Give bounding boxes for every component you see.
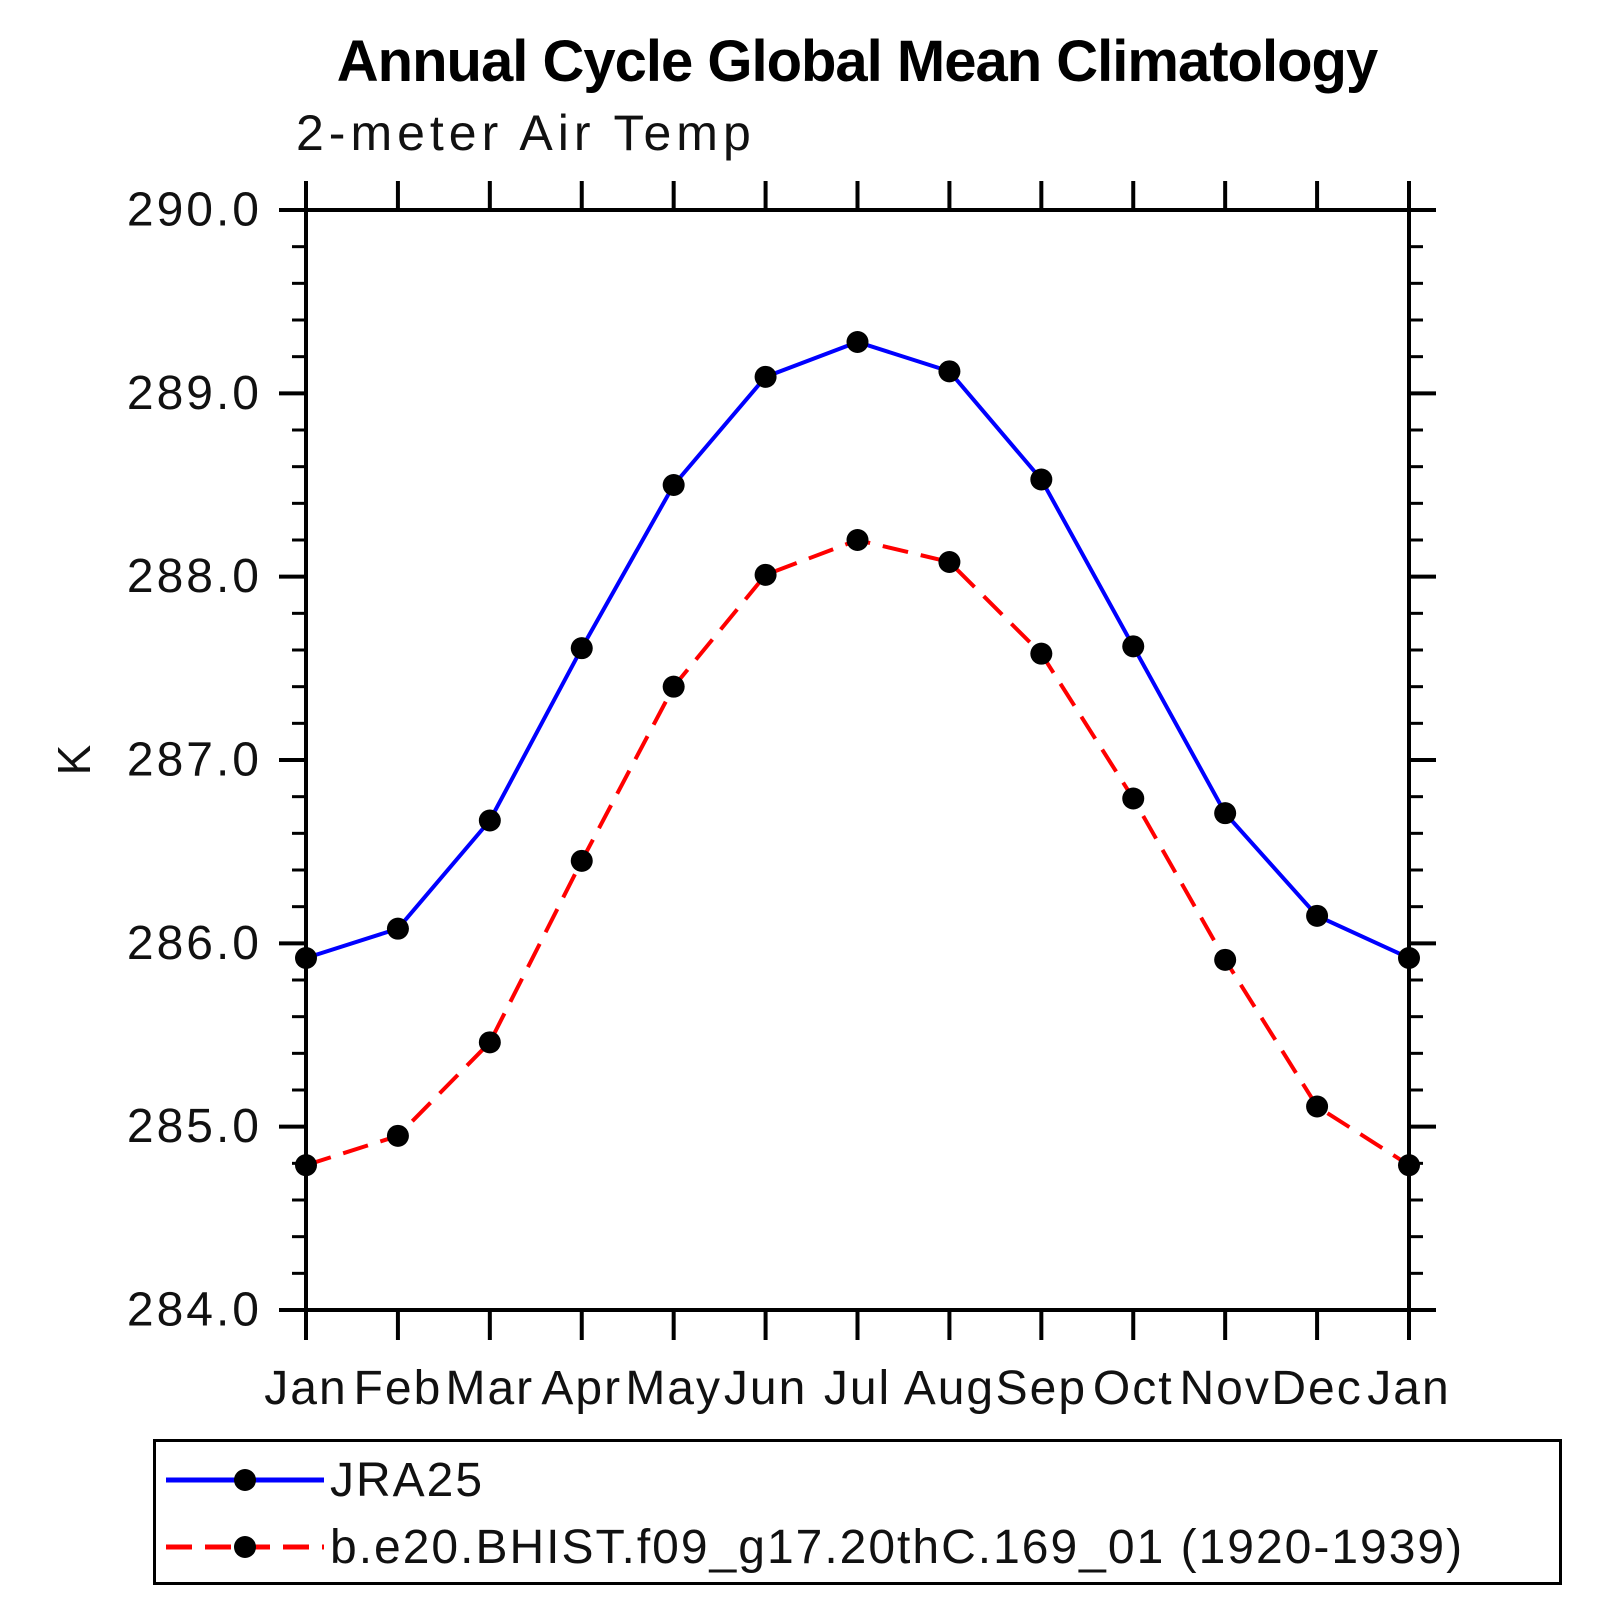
data-point-jra25 bbox=[1398, 947, 1420, 969]
data-point-model bbox=[1030, 642, 1053, 665]
data-point-jra25 bbox=[938, 360, 961, 383]
data-point-model bbox=[754, 563, 777, 586]
data-point-model bbox=[478, 1031, 501, 1054]
y-tick-label: 284.0 bbox=[127, 1284, 262, 1337]
x-tick-label: Jun bbox=[724, 1362, 807, 1415]
x-tick-label: Apr bbox=[541, 1362, 622, 1415]
series-line-model bbox=[305, 537, 1411, 1168]
data-point-model bbox=[386, 1124, 409, 1147]
legend-line-dashed-icon bbox=[166, 1536, 324, 1558]
x-tick-label: Dec bbox=[1271, 1362, 1362, 1415]
x-tick-label: Aug bbox=[904, 1362, 995, 1415]
x-tick-label: Jan bbox=[1367, 1362, 1450, 1415]
data-point-jra25 bbox=[295, 947, 317, 969]
x-tick-label: Jan bbox=[264, 1362, 347, 1415]
data-point-jra25 bbox=[662, 474, 685, 496]
x-tick-label: Nov bbox=[1179, 1362, 1270, 1415]
legend-item-model: b.e20.BHIST.f09_g17.20thC.169_01 (1920-1… bbox=[162, 1519, 1464, 1575]
data-point-model bbox=[295, 1154, 317, 1177]
y-tick-label: 287.0 bbox=[127, 734, 262, 787]
data-point-model bbox=[1214, 948, 1237, 971]
x-tick-label: Mar bbox=[445, 1362, 534, 1415]
legend-label-model: b.e20.BHIST.f09_g17.20thC.169_01 (1920-1… bbox=[330, 1520, 1465, 1574]
x-tick-label: May bbox=[625, 1362, 722, 1415]
chart-subtitle: 2-meter Air Temp bbox=[296, 105, 756, 161]
y-axis-title: K bbox=[48, 744, 100, 775]
legend-sample-marker-jra25 bbox=[234, 1469, 256, 1491]
data-point-jra25 bbox=[386, 917, 409, 940]
data-point-jra25 bbox=[478, 809, 501, 832]
data-point-jra25 bbox=[1214, 802, 1237, 825]
data-point-jra25 bbox=[1306, 904, 1329, 927]
x-tick-label: Feb bbox=[354, 1362, 443, 1415]
data-point-model bbox=[1122, 787, 1145, 810]
series-line-jra25 bbox=[305, 339, 1410, 960]
data-point-model bbox=[938, 551, 961, 573]
y-tick-label: 290.0 bbox=[127, 184, 262, 237]
data-point-model bbox=[1306, 1095, 1329, 1118]
legend-label-jra25: JRA25 bbox=[330, 1453, 485, 1507]
legend-line-solid-icon bbox=[166, 1469, 324, 1491]
legend-sample-marker-model bbox=[234, 1536, 256, 1558]
data-point-model bbox=[1398, 1154, 1420, 1177]
data-point-jra25 bbox=[570, 637, 593, 660]
y-tick-label: 289.0 bbox=[127, 367, 262, 420]
x-tick-label: Sep bbox=[996, 1362, 1087, 1415]
plot-frame bbox=[304, 208, 1411, 1312]
y-tick-label: 288.0 bbox=[127, 550, 262, 603]
data-point-model bbox=[570, 849, 593, 872]
chart-title: Annual Cycle Global Mean Climatology bbox=[336, 29, 1378, 94]
data-point-jra25 bbox=[846, 331, 869, 353]
data-point-model bbox=[846, 529, 869, 551]
data-point-jra25 bbox=[1030, 468, 1053, 491]
x-tick-label: Jul bbox=[824, 1362, 891, 1415]
data-point-model bbox=[662, 675, 685, 698]
y-tick-label: 285.0 bbox=[127, 1100, 262, 1153]
data-point-jra25 bbox=[1122, 635, 1145, 658]
x-tick-label: Oct bbox=[1093, 1362, 1174, 1415]
y-tick-label: 286.0 bbox=[127, 917, 262, 970]
legend-item-jra25: JRA25 bbox=[162, 1452, 484, 1508]
legend-box: JRA25 b.e20.BHIST.f09_g17.20thC.169_01 (… bbox=[153, 1439, 1562, 1585]
data-point-jra25 bbox=[754, 365, 777, 388]
